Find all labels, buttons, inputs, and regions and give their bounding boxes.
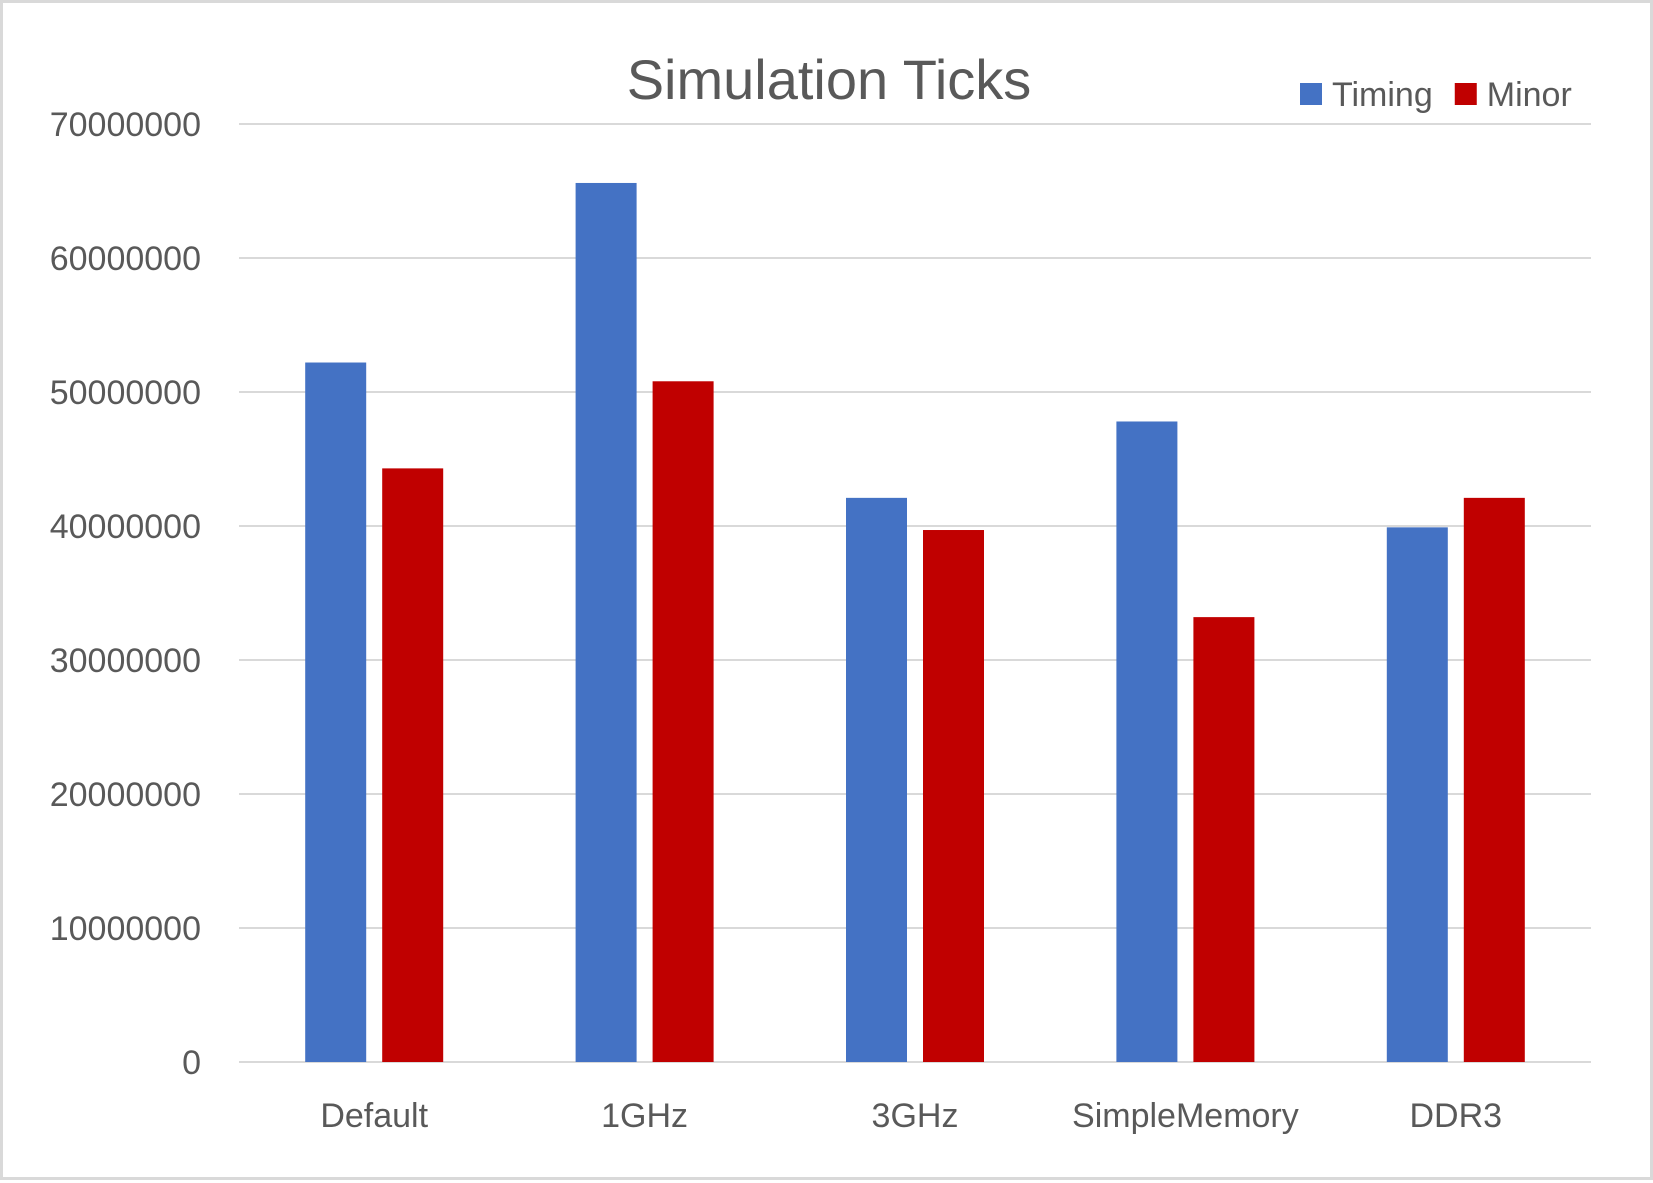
- y-tick-label: 30000000: [50, 642, 201, 680]
- bar-minor-simplememory: [1193, 617, 1255, 1062]
- y-tick-label: 20000000: [50, 776, 201, 814]
- legend-swatch-timing: [1300, 83, 1322, 105]
- chart-title: Simulation Ticks: [627, 48, 1032, 111]
- bar-timing-default: [305, 362, 367, 1062]
- y-tick-label: 70000000: [50, 106, 201, 144]
- y-tick-label: 60000000: [50, 240, 201, 278]
- bar-timing-simplememory: [1116, 421, 1178, 1063]
- legend: Timing Minor: [1300, 76, 1572, 114]
- legend-label-timing: Timing: [1332, 76, 1433, 114]
- y-tick-label: 0: [182, 1044, 201, 1082]
- bar-minor-default: [382, 468, 444, 1062]
- bar-minor-3ghz: [923, 530, 984, 1062]
- bar-chart: Simulation Ticks 0 10000000 20000000 300000…: [50, 48, 1591, 1135]
- legend-swatch-minor: [1454, 83, 1477, 105]
- bar-timing-ddr3: [1386, 527, 1448, 1062]
- x-category-label: SimpleMemory: [1072, 1097, 1299, 1135]
- x-axis-categories: Default 1GHz 3GHz SimpleMemory DDR3: [320, 1097, 1502, 1135]
- y-tick-label: 10000000: [50, 910, 201, 948]
- x-category-label: 3GHz: [872, 1097, 959, 1135]
- bar-timing-3ghz: [846, 497, 907, 1062]
- x-category-label: DDR3: [1410, 1097, 1503, 1135]
- x-category-label: 1GHz: [601, 1097, 688, 1135]
- gridlines: [239, 123, 1591, 1063]
- legend-label-minor: Minor: [1487, 76, 1572, 114]
- bars: [305, 182, 1525, 1063]
- bar-timing-1ghz: [575, 182, 637, 1062]
- x-category-label: Default: [320, 1097, 428, 1135]
- bar-minor-1ghz: [652, 381, 714, 1062]
- y-axis-ticks: 0 10000000 20000000 30000000 40000000 5000000…: [50, 106, 201, 1082]
- y-tick-label: 40000000: [50, 508, 201, 546]
- bar-minor-ddr3: [1463, 497, 1525, 1062]
- y-tick-label: 50000000: [50, 374, 201, 412]
